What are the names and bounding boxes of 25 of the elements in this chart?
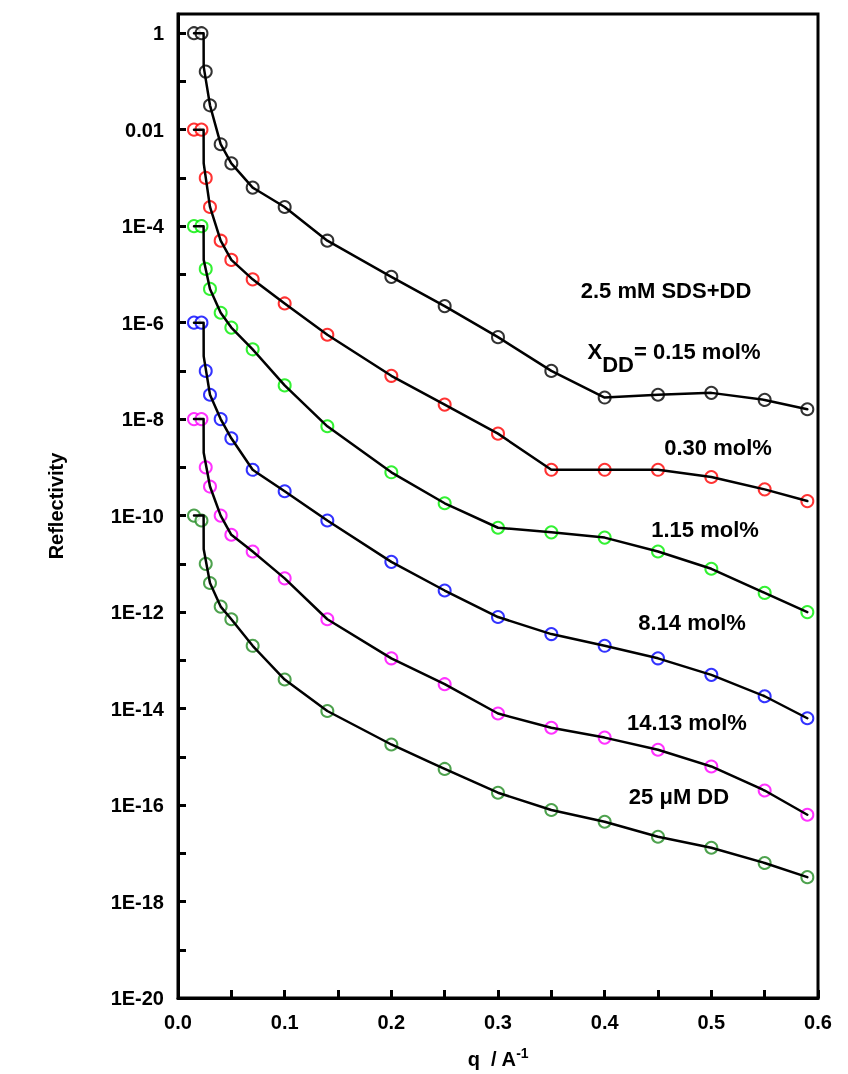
y-tick-label: 1E-10 bbox=[110, 504, 164, 527]
y-tick-label: 1E-6 bbox=[121, 311, 164, 334]
annotation: 25 μM DD bbox=[628, 784, 730, 810]
y-tick-label: 1E-20 bbox=[110, 987, 164, 1009]
y-tick-label: 1E-4 bbox=[121, 215, 165, 238]
y-tick-label: 1E-18 bbox=[110, 890, 164, 913]
y-tick-label: 1E-12 bbox=[110, 601, 164, 624]
annotation: 8.14 mol% bbox=[638, 610, 746, 636]
y-axis-title: Reflectivity bbox=[45, 451, 67, 560]
y-tick-label: 0.01 bbox=[125, 118, 164, 141]
y-tick-label: 1E-14 bbox=[110, 697, 165, 720]
x-tick-label: 0.3 bbox=[484, 1011, 512, 1033]
x-tick-label: 0.1 bbox=[270, 1011, 299, 1033]
x-tick-label: 0.6 bbox=[804, 1011, 832, 1033]
annotation: 0.30 mol% bbox=[664, 435, 772, 461]
annotation: 1.15 mol% bbox=[651, 517, 759, 543]
y-tick-label: 1E-8 bbox=[121, 408, 164, 431]
y-tick-label: 1E-16 bbox=[110, 794, 164, 817]
x-tick-label: 0.5 bbox=[697, 1011, 726, 1033]
x-tick-label: 0.2 bbox=[377, 1011, 406, 1033]
annotation: 14.13 mol% bbox=[627, 710, 747, 736]
x-tick-label: 0.0 bbox=[164, 1011, 192, 1033]
y-tick-label: 1 bbox=[152, 22, 164, 45]
annotation: 2.5 mM SDS+DD bbox=[580, 278, 752, 304]
x-tick-label: 0.4 bbox=[590, 1011, 620, 1033]
